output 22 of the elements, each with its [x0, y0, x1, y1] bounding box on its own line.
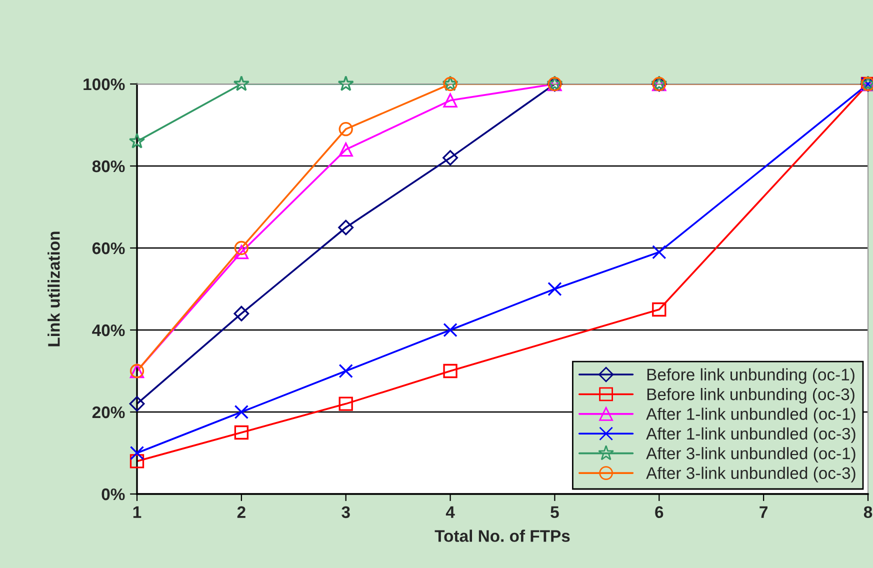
- legend-label: After 1-link unbundled (oc-1): [646, 408, 856, 424]
- y-tick-label: 0%: [102, 488, 125, 500]
- y-tick-label: 20%: [92, 406, 125, 418]
- y-tick-label: 60%: [92, 242, 125, 254]
- legend-label: Before link unbunding (oc-3): [647, 388, 854, 404]
- x-tick-label: 3: [342, 506, 350, 518]
- x-tick-label: 2: [237, 506, 246, 518]
- legend-label: After 1-link unbundled (oc-3): [646, 427, 856, 443]
- x-tick-label: 7: [760, 506, 768, 518]
- x-tick-label: 1: [133, 506, 142, 518]
- x-tick-label: 6: [655, 506, 664, 518]
- x-tick-label: 5: [550, 506, 559, 518]
- y-tick-label: 80%: [92, 160, 125, 172]
- x-tick-label: 4: [446, 506, 455, 518]
- y-axis-title: Link utilization: [48, 232, 60, 346]
- legend-label: After 3-link unbundled (oc-3): [646, 466, 856, 482]
- y-tick-label: 40%: [92, 324, 125, 336]
- y-tick-label: 100%: [84, 78, 125, 90]
- x-axis-title: Total No. of FTPs: [434, 530, 570, 542]
- x-tick-label: 8: [864, 506, 872, 518]
- legend-label: After 3-link unbundled (oc-1): [646, 447, 856, 463]
- legend-label: Before link unbunding (oc-1): [647, 368, 854, 384]
